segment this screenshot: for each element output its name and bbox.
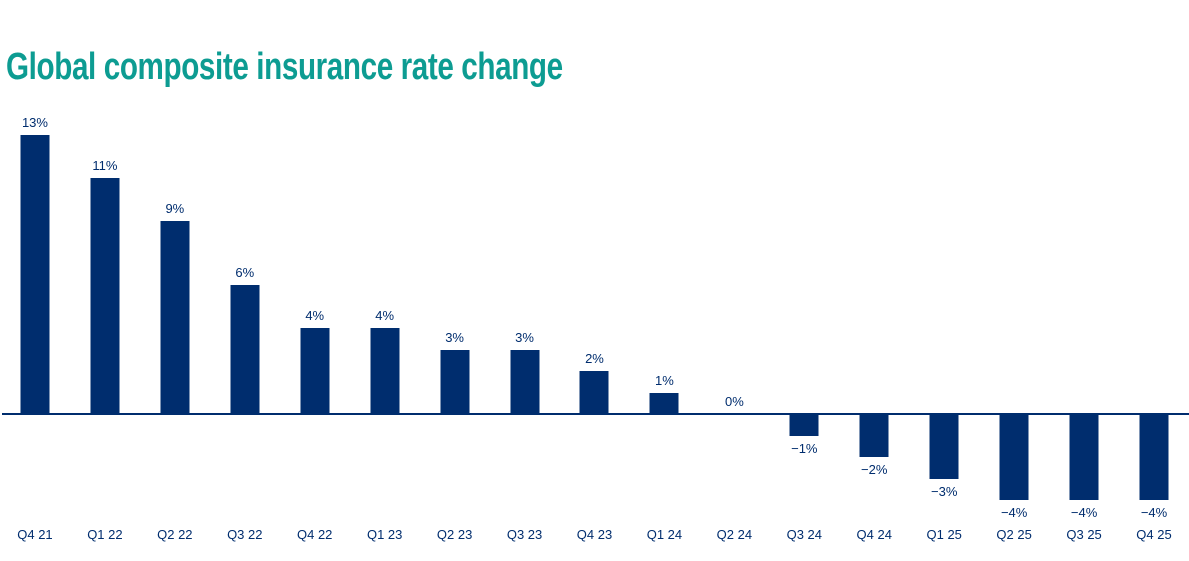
bar-column: 0% Q2 24 bbox=[699, 0, 769, 561]
bar bbox=[999, 414, 1029, 500]
category-label: Q4 25 bbox=[1136, 527, 1172, 542]
bar-column: −4% Q2 25 bbox=[979, 0, 1049, 561]
bar bbox=[370, 328, 400, 414]
bar-column: 4% Q4 22 bbox=[280, 0, 350, 561]
category-label: Q2 23 bbox=[436, 527, 473, 542]
category-label: Q4 21 bbox=[17, 527, 53, 542]
value-label: 11% bbox=[92, 157, 118, 173]
bar bbox=[20, 134, 50, 414]
bar-column: 11% Q1 22 bbox=[70, 0, 140, 561]
bar-column: 4% Q1 23 bbox=[350, 0, 420, 561]
bar-column: −2% Q4 24 bbox=[839, 0, 909, 561]
value-label: 2% bbox=[585, 351, 604, 366]
bar-column: 3% Q3 23 bbox=[490, 0, 560, 561]
bar bbox=[90, 177, 120, 414]
value-label: −4% bbox=[1000, 505, 1028, 520]
bar bbox=[929, 414, 959, 479]
bar bbox=[440, 349, 470, 414]
category-label: Q1 24 bbox=[646, 527, 683, 542]
category-label: Q2 22 bbox=[157, 527, 193, 542]
value-label: 13% bbox=[21, 114, 48, 130]
value-label: 3% bbox=[445, 329, 464, 345]
bar bbox=[859, 414, 889, 457]
bar-column: −1% Q3 24 bbox=[769, 0, 839, 561]
category-label: Q4 23 bbox=[576, 527, 613, 542]
bar bbox=[300, 328, 330, 414]
bar-column: 2% Q4 23 bbox=[560, 0, 630, 561]
bar-column: 3% Q2 23 bbox=[420, 0, 490, 561]
value-label: −4% bbox=[1140, 505, 1168, 520]
bar bbox=[579, 371, 609, 414]
bar-column: −3% Q1 25 bbox=[909, 0, 979, 561]
bar bbox=[649, 392, 679, 414]
value-label: 1% bbox=[655, 372, 674, 388]
value-label: 3% bbox=[515, 329, 534, 345]
bar bbox=[1069, 414, 1099, 500]
category-label: Q2 24 bbox=[716, 527, 753, 542]
bar-column: 13% Q4 21 bbox=[0, 0, 70, 561]
value-label: −2% bbox=[861, 462, 888, 477]
bar-column: 6% Q3 22 bbox=[210, 0, 280, 561]
value-label: −3% bbox=[931, 483, 958, 499]
chart-title: Global composite insurance rate change bbox=[6, 46, 563, 88]
category-label: Q3 23 bbox=[506, 527, 543, 542]
bar-column: 9% Q2 22 bbox=[140, 0, 210, 561]
value-label: 0% bbox=[724, 394, 744, 409]
category-label: Q4 22 bbox=[297, 527, 333, 542]
category-label: Q4 24 bbox=[856, 527, 892, 542]
category-label: Q1 23 bbox=[366, 527, 403, 542]
value-label: 9% bbox=[165, 200, 185, 216]
category-label: Q2 25 bbox=[996, 527, 1032, 542]
bar bbox=[230, 285, 260, 414]
bar bbox=[1139, 414, 1169, 500]
bar-column: −4% Q3 25 bbox=[1049, 0, 1119, 561]
value-label: 6% bbox=[235, 265, 255, 280]
bar-column: −4% Q4 25 bbox=[1119, 0, 1189, 561]
category-label: Q1 22 bbox=[87, 527, 123, 542]
bar bbox=[789, 414, 819, 436]
bar-column: 1% Q1 24 bbox=[629, 0, 699, 561]
bar bbox=[160, 220, 190, 414]
category-label: Q3 24 bbox=[786, 527, 823, 542]
category-label: Q1 25 bbox=[926, 527, 962, 542]
value-label: 4% bbox=[305, 308, 325, 323]
category-label: Q3 25 bbox=[1066, 527, 1102, 542]
value-label: −1% bbox=[791, 440, 818, 456]
category-label: Q3 22 bbox=[227, 527, 263, 542]
value-label: 4% bbox=[375, 308, 395, 323]
bar bbox=[510, 349, 540, 414]
value-label: −4% bbox=[1070, 505, 1098, 520]
